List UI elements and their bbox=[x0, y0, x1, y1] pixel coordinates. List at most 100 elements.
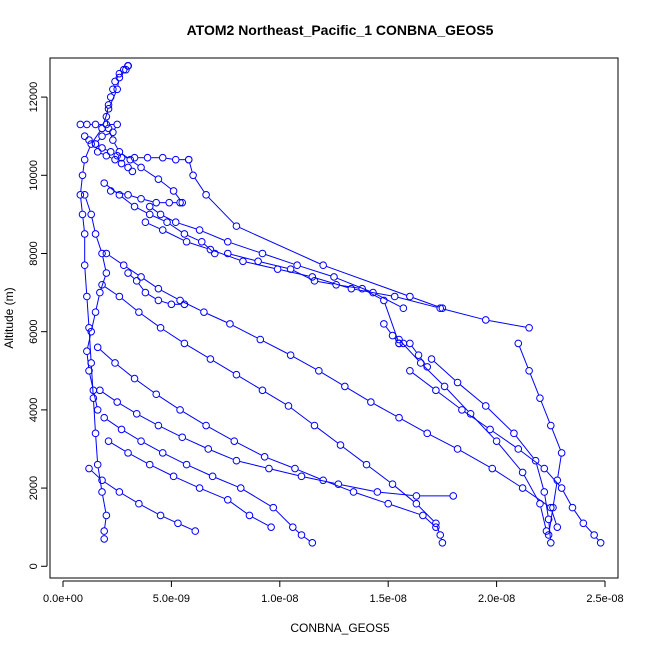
series-segment bbox=[544, 495, 549, 516]
series-segment bbox=[519, 346, 529, 368]
series-segment bbox=[585, 525, 593, 533]
data-point bbox=[384, 499, 392, 508]
series-segment bbox=[341, 484, 374, 492]
data-point bbox=[165, 198, 174, 207]
series-9 bbox=[98, 280, 447, 547]
data-point bbox=[286, 265, 295, 273]
data-point bbox=[126, 155, 135, 164]
data-point bbox=[347, 284, 356, 293]
series-segment bbox=[100, 349, 113, 361]
series-segment bbox=[239, 227, 321, 265]
series-segment bbox=[246, 261, 275, 269]
series-segment bbox=[464, 411, 488, 428]
series-segment bbox=[425, 517, 434, 526]
data-point bbox=[106, 187, 115, 195]
data-point bbox=[93, 406, 102, 414]
data-point bbox=[154, 296, 163, 305]
series-segment bbox=[401, 419, 425, 433]
data-point bbox=[158, 226, 167, 234]
series-segment bbox=[498, 443, 521, 470]
series-segment bbox=[540, 401, 550, 423]
data-point bbox=[96, 288, 104, 297]
data-point bbox=[80, 191, 89, 199]
series-segment bbox=[339, 284, 359, 289]
series-segment bbox=[354, 288, 392, 297]
series-segment bbox=[86, 354, 90, 368]
series-segment bbox=[430, 434, 455, 448]
data-point bbox=[449, 492, 458, 500]
data-point bbox=[388, 331, 397, 340]
data-point bbox=[395, 339, 403, 348]
series-segment bbox=[102, 391, 115, 401]
series-segment bbox=[515, 435, 534, 459]
data-point bbox=[85, 323, 93, 332]
series-segment bbox=[166, 157, 173, 160]
data-point bbox=[130, 153, 139, 162]
series-segment bbox=[82, 163, 85, 172]
data-point bbox=[315, 366, 323, 375]
series-segment bbox=[215, 477, 238, 488]
series-segment bbox=[412, 372, 434, 389]
data-point bbox=[137, 163, 145, 172]
series-segment bbox=[261, 261, 288, 269]
data-point bbox=[132, 277, 141, 285]
series-segment bbox=[91, 217, 96, 231]
series-segment bbox=[187, 234, 199, 241]
series-segment bbox=[141, 504, 158, 515]
series-20 bbox=[106, 187, 184, 207]
data-point bbox=[265, 464, 273, 473]
series-segment bbox=[189, 162, 193, 172]
series-segment bbox=[114, 143, 119, 149]
series-segment bbox=[546, 470, 560, 486]
data-point bbox=[546, 503, 555, 512]
data-point bbox=[98, 144, 106, 152]
data-point bbox=[102, 120, 111, 129]
data-point bbox=[334, 480, 343, 488]
series-segment bbox=[109, 92, 117, 106]
series-segment bbox=[267, 457, 292, 468]
series-segment bbox=[551, 428, 561, 450]
series-segment bbox=[182, 411, 204, 425]
series-segment bbox=[139, 415, 156, 425]
series-segment bbox=[356, 492, 385, 504]
data-point bbox=[113, 398, 122, 406]
series-segment bbox=[326, 481, 351, 492]
data-point bbox=[536, 394, 544, 402]
series-segment bbox=[161, 300, 169, 304]
series-segment bbox=[208, 426, 232, 440]
data-point bbox=[102, 249, 111, 258]
data-point bbox=[111, 77, 119, 86]
data-point bbox=[518, 484, 527, 492]
data-point bbox=[258, 249, 267, 258]
series-segment bbox=[143, 442, 160, 452]
data-point bbox=[158, 449, 167, 457]
series-segment bbox=[86, 300, 90, 325]
data-point bbox=[89, 386, 98, 395]
series-segment bbox=[553, 483, 558, 505]
data-point bbox=[453, 378, 462, 387]
series-segment bbox=[232, 325, 258, 339]
data-point bbox=[579, 519, 588, 528]
series-12 bbox=[100, 413, 317, 547]
data-point bbox=[91, 230, 100, 238]
series-segment bbox=[165, 231, 184, 241]
data-point bbox=[223, 249, 232, 258]
data-point bbox=[85, 136, 93, 144]
data-point bbox=[232, 370, 241, 379]
data-point bbox=[230, 437, 239, 445]
data-point bbox=[169, 472, 178, 481]
data-point bbox=[98, 124, 106, 133]
data-point bbox=[182, 237, 191, 246]
data-point bbox=[206, 245, 215, 254]
data-point bbox=[293, 261, 301, 270]
data-point bbox=[124, 163, 132, 172]
data-point bbox=[414, 351, 423, 359]
data-point bbox=[135, 308, 143, 316]
series-segment bbox=[433, 361, 456, 381]
series-segment bbox=[176, 477, 197, 488]
data-point bbox=[91, 429, 100, 438]
series-segment bbox=[117, 364, 133, 377]
data-point bbox=[341, 382, 349, 391]
data-point bbox=[432, 386, 440, 395]
data-point bbox=[380, 320, 388, 328]
